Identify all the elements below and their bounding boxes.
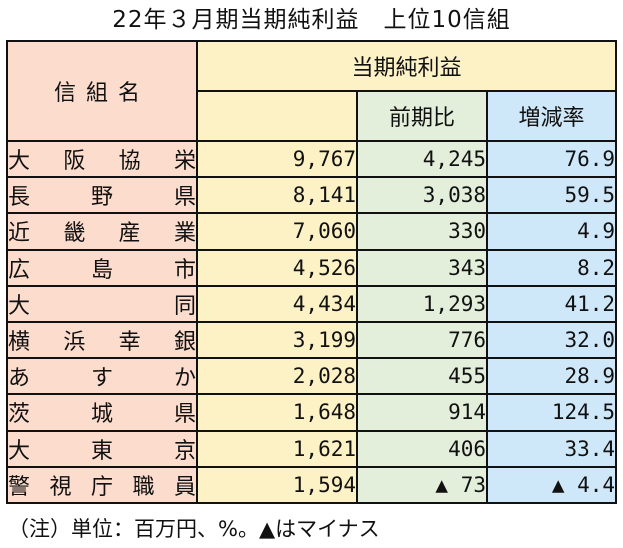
cell-yoy: 406 (356, 429, 488, 468)
table-row: 茨城県 1,648 914 124.5 (6, 393, 618, 432)
cell-yoy: 3,038 (356, 176, 488, 215)
cell-profit: 1,594 (196, 465, 358, 504)
cell-profit: 4,526 (196, 248, 358, 287)
cell-yoy: 4,245 (356, 139, 488, 179)
header-net-profit-value (196, 90, 358, 142)
table-row: 大東京 1,621 406 33.4 (6, 429, 618, 468)
cell-change-rate: 59.5 (485, 176, 618, 215)
cell-change-rate: 41.2 (485, 284, 618, 323)
cell-yoy: ▲ 73 (356, 465, 488, 504)
cell-name: あすか (6, 357, 198, 396)
cell-name: 警視庁職員 (6, 465, 198, 504)
ranking-table: 信組名 当期純利益 前期比 増減率 大阪協栄 9,767 4,245 76.9 長野県 8… (6, 40, 618, 504)
cell-profit: 4,434 (196, 284, 358, 323)
table-row: 近畿産業 7,060 330 4.9 (6, 212, 618, 251)
cell-name: 広島市 (6, 248, 198, 287)
cell-name: 大東京 (6, 429, 198, 468)
cell-change-rate: 33.4 (485, 429, 618, 468)
cell-yoy: 1,293 (356, 284, 488, 323)
table-row: 警視庁職員 1,594 ▲ 73 ▲ 4.4 (6, 465, 618, 504)
cell-profit: 3,199 (196, 320, 358, 360)
cell-profit: 8,141 (196, 176, 358, 215)
table-row: 広島市 4,526 343 8.2 (6, 248, 618, 287)
cell-yoy: 343 (356, 248, 488, 287)
table-row: あすか 2,028 455 28.9 (6, 357, 618, 396)
cell-profit: 1,621 (196, 429, 358, 468)
cell-profit: 1,648 (196, 393, 358, 432)
cell-change-rate: 32.0 (485, 320, 618, 360)
cell-yoy: 914 (356, 393, 488, 432)
table-row: 横浜幸銀 3,199 776 32.0 (6, 320, 618, 360)
cell-profit: 2,028 (196, 357, 358, 396)
cell-name: 大阪協栄 (6, 139, 198, 179)
table-row: 大阪協栄 9,767 4,245 76.9 (6, 139, 618, 179)
table-title: 22年３月期当期純利益 上位10信組 (112, 7, 511, 33)
cell-change-rate: ▲ 4.4 (485, 465, 618, 504)
table-row: 大同 4,434 1,293 41.2 (6, 284, 618, 323)
cell-yoy: 330 (356, 212, 488, 251)
cell-change-rate: 124.5 (485, 393, 618, 432)
cell-name: 横浜幸銀 (6, 320, 198, 360)
header-net-profit: 当期純利益 (195, 40, 618, 92)
header-change-rate: 増減率 (485, 90, 618, 142)
footnote: （注）単位：百万円、%。▲はマイナス (8, 517, 380, 541)
header-shinkumi-name: 信組名 (6, 40, 198, 142)
cell-name: 茨城県 (6, 393, 198, 432)
cell-name: 長野県 (6, 176, 198, 215)
cell-yoy: 776 (356, 320, 488, 360)
cell-name: 近畿産業 (6, 212, 198, 251)
cell-name: 大同 (6, 284, 198, 323)
cell-profit: 7,060 (196, 212, 358, 251)
cell-change-rate: 76.9 (485, 139, 618, 179)
cell-yoy: 455 (356, 357, 488, 396)
cell-profit: 9,767 (196, 139, 358, 179)
cell-change-rate: 8.2 (485, 248, 618, 287)
header-yoy: 前期比 (356, 90, 488, 142)
table-row: 長野県 8,141 3,038 59.5 (6, 176, 618, 215)
cell-change-rate: 4.9 (485, 212, 618, 251)
cell-change-rate: 28.9 (485, 357, 618, 396)
